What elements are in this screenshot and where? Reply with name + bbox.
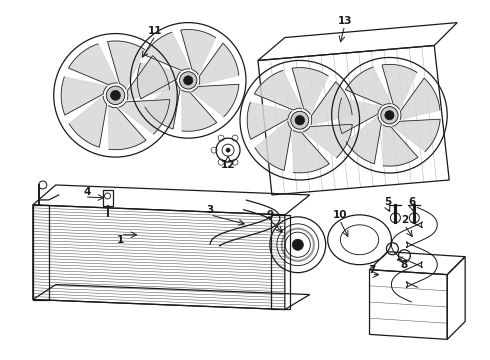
Circle shape (111, 90, 121, 100)
Text: 13: 13 (337, 15, 352, 26)
Circle shape (179, 72, 197, 89)
Circle shape (381, 107, 398, 124)
Polygon shape (345, 67, 391, 105)
Text: 7: 7 (368, 265, 375, 275)
Text: 6: 6 (409, 197, 416, 207)
Polygon shape (293, 130, 329, 173)
Polygon shape (393, 119, 440, 152)
Polygon shape (145, 81, 180, 129)
Circle shape (292, 239, 303, 250)
Circle shape (295, 116, 305, 125)
Polygon shape (254, 71, 301, 110)
Polygon shape (255, 121, 292, 170)
Text: 3: 3 (206, 205, 214, 215)
Polygon shape (382, 64, 417, 109)
Polygon shape (69, 44, 117, 85)
Polygon shape (199, 43, 239, 85)
Polygon shape (192, 84, 239, 117)
Text: 2: 2 (401, 215, 408, 225)
Polygon shape (339, 98, 382, 134)
Text: 5: 5 (384, 197, 391, 207)
Text: 12: 12 (221, 160, 235, 170)
Polygon shape (346, 116, 381, 164)
Polygon shape (400, 78, 440, 120)
Polygon shape (383, 125, 418, 166)
Polygon shape (127, 55, 170, 100)
Circle shape (385, 111, 394, 120)
Polygon shape (292, 68, 328, 114)
Text: 10: 10 (332, 210, 347, 220)
Text: 9: 9 (267, 210, 273, 220)
Polygon shape (247, 103, 292, 139)
Polygon shape (69, 96, 107, 147)
Text: 1: 1 (117, 235, 124, 245)
Circle shape (291, 111, 309, 129)
Text: 8: 8 (401, 260, 408, 270)
Polygon shape (119, 100, 170, 134)
Polygon shape (144, 32, 190, 71)
Polygon shape (182, 90, 217, 131)
Polygon shape (108, 41, 145, 89)
Text: 4: 4 (83, 187, 91, 197)
Circle shape (106, 86, 125, 105)
Polygon shape (137, 63, 180, 99)
Polygon shape (61, 77, 107, 115)
Circle shape (226, 148, 230, 152)
Polygon shape (311, 82, 352, 125)
Polygon shape (109, 105, 146, 150)
Text: 11: 11 (148, 26, 163, 36)
Polygon shape (181, 30, 216, 75)
Circle shape (184, 76, 193, 85)
Polygon shape (303, 124, 352, 158)
